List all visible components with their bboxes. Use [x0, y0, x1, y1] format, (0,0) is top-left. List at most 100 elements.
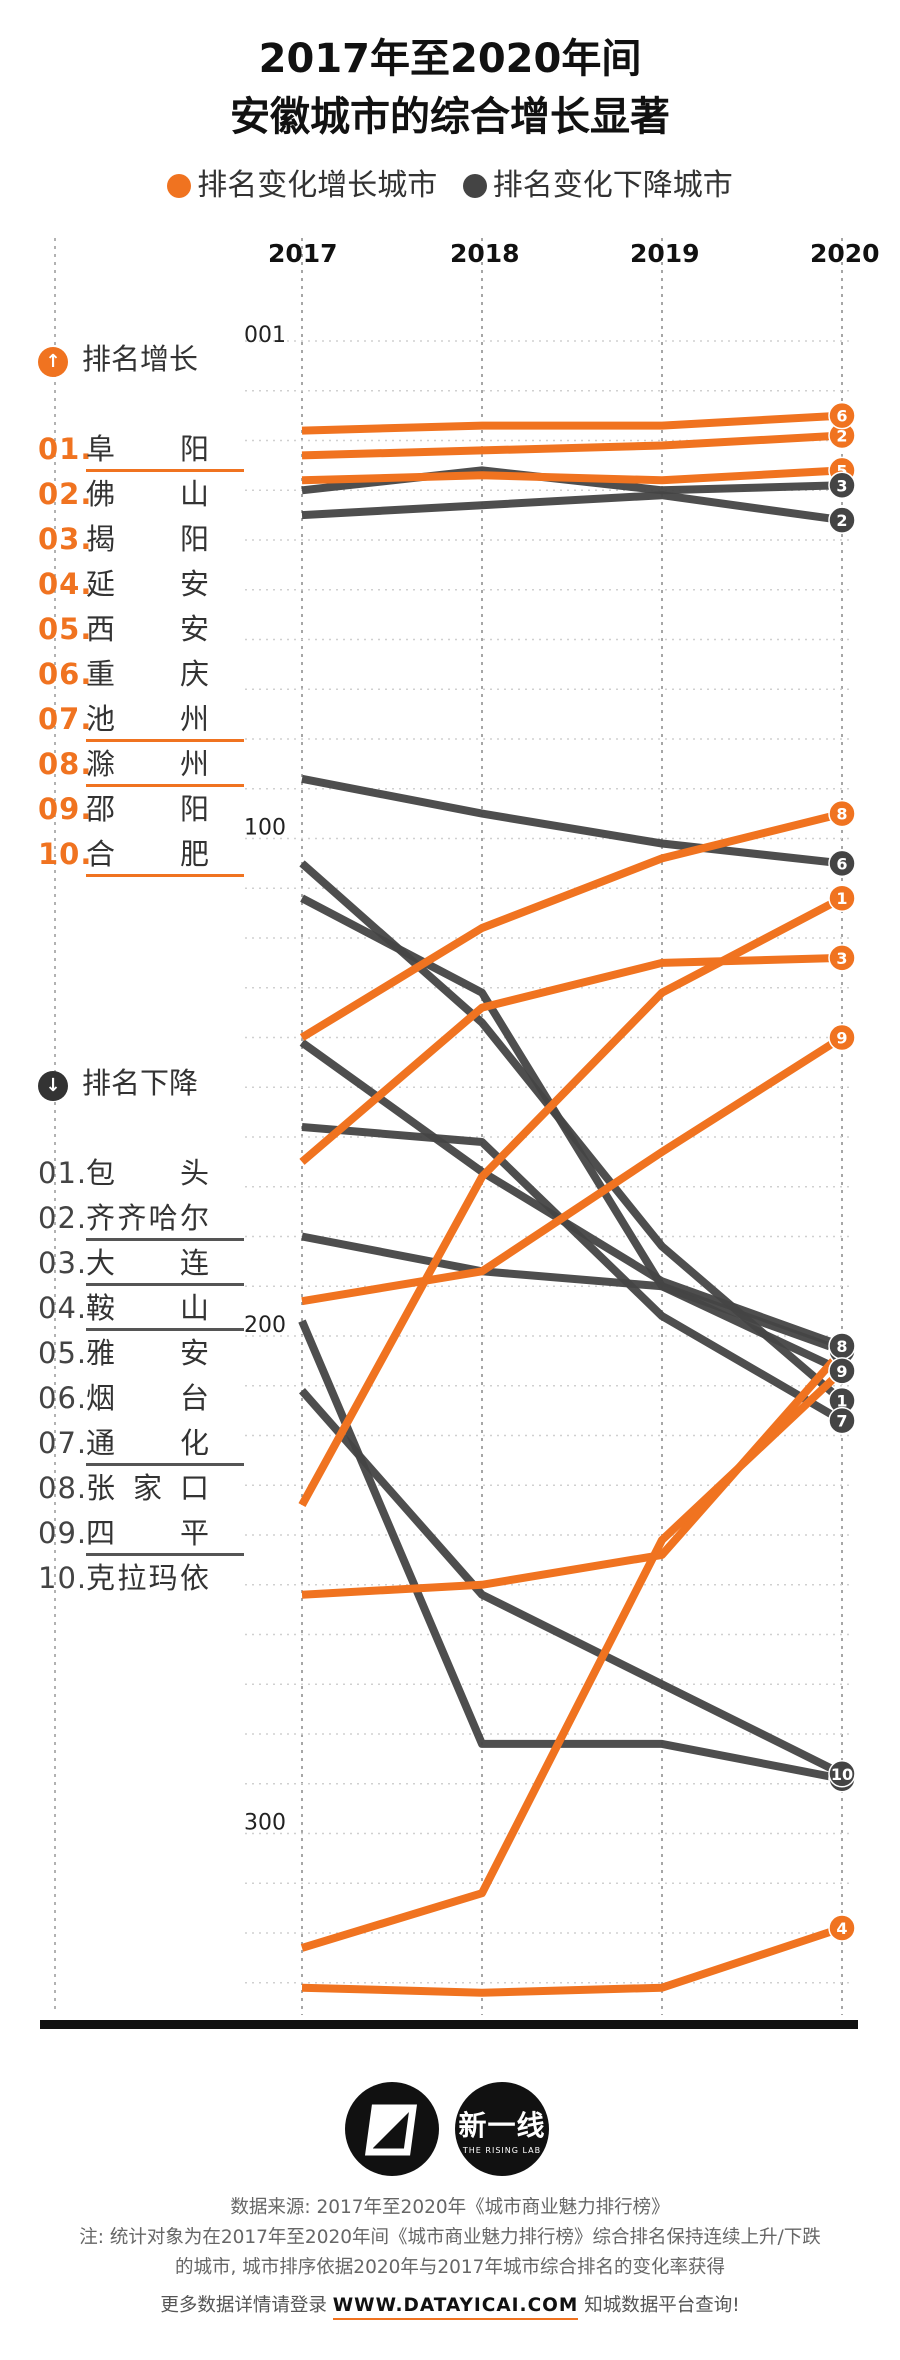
up-city-name: 佛山 — [86, 471, 210, 513]
series-marker-label: 6 — [836, 407, 847, 426]
down-rank-number: 07. — [38, 1426, 86, 1460]
down-list-item: 03.大连 — [38, 1240, 210, 1282]
down-city-name: 大连 — [86, 1240, 210, 1282]
series-line-up — [302, 1038, 842, 1302]
up-list-item: 07.池州 — [38, 696, 210, 738]
down-arrow-icon: ↓ — [38, 1071, 68, 1101]
down-list-item: 10.克拉玛依 — [38, 1555, 210, 1597]
x-tick-label: 2020 — [810, 239, 880, 268]
up-list-item: 10.合肥 — [38, 831, 210, 873]
x-tick-label: 2017 — [268, 239, 338, 268]
logo2-sub-text: THE RISING LAB — [455, 2146, 549, 2155]
up-rank-number: 03. — [38, 522, 86, 556]
logo1-mark — [345, 2082, 439, 2176]
series-line-up — [302, 814, 842, 1038]
down-city-name: 烟台 — [86, 1375, 210, 1417]
y-tick-label: 100 — [244, 816, 286, 841]
up-section-title: ↑ 排名增长 — [38, 336, 198, 378]
down-city-name: 鞍山 — [86, 1285, 210, 1327]
up-rank-number: 01. — [38, 432, 86, 466]
up-series-lines — [302, 416, 842, 1993]
up-rank-number: 05. — [38, 612, 86, 646]
up-rank-number: 10. — [38, 837, 86, 871]
down-city-name: 包头 — [86, 1150, 210, 1192]
series-line-up — [302, 436, 842, 456]
series-line-down — [302, 495, 842, 520]
series-marker-label: 6 — [836, 854, 847, 873]
footer-source: 数据来源: 2017年至2020年《城市商业魅力排行榜》 — [0, 2193, 900, 2223]
series-marker-label: 10 — [831, 1765, 853, 1784]
down-city-name: 克拉玛依 — [86, 1555, 210, 1597]
up-list-item: 05.西安 — [38, 606, 210, 648]
up-city-name: 合肥 — [86, 831, 210, 873]
footer-more-suffix: 知城数据平台查询! — [584, 2295, 739, 2316]
series-line-down — [302, 898, 842, 1351]
up-city-name: 池州 — [86, 696, 210, 738]
series-marker-label: 3 — [836, 949, 847, 968]
up-city-name: 揭阳 — [86, 516, 210, 558]
footer-note-2: 的城市, 城市排序依据2020年与2017年城市综合排名的变化率获得 — [0, 2253, 900, 2283]
bottom-divider — [40, 2020, 858, 2029]
down-list-item: 07.通化 — [38, 1420, 210, 1462]
down-rank-number: 06. — [38, 1381, 86, 1415]
series-line-up — [302, 1351, 842, 1595]
series-line-up — [302, 1371, 842, 1948]
series-line-down — [302, 1127, 842, 1421]
down-rank-number: 03. — [38, 1246, 86, 1280]
up-city-name: 邵阳 — [86, 786, 210, 828]
series-line-up — [302, 416, 842, 431]
down-rank-number: 04. — [38, 1291, 86, 1325]
down-list-item: 02.齐齐哈尔 — [38, 1195, 210, 1237]
up-list-item: 09.邵阳 — [38, 786, 210, 828]
up-city-name: 重庆 — [86, 651, 210, 693]
series-marker-label: 4 — [836, 1919, 847, 1938]
down-list-item: 08.张家口 — [38, 1465, 210, 1507]
series-line-up — [302, 1928, 842, 1993]
down-section-label: 排名下降 — [82, 1066, 198, 1100]
up-section-label: 排名增长 — [82, 342, 198, 376]
down-city-name: 齐齐哈尔 — [86, 1195, 210, 1237]
up-rank-number: 08. — [38, 747, 86, 781]
up-city-underline — [86, 874, 244, 877]
datayicai-logo-icon — [345, 2082, 439, 2176]
up-list-item: 03.揭阳 — [38, 516, 210, 558]
series-marker-label: 8 — [836, 1337, 847, 1356]
up-city-name: 延安 — [86, 561, 210, 603]
up-city-name: 阜阳 — [86, 426, 210, 468]
up-rank-number: 09. — [38, 792, 86, 826]
up-list-item: 01.阜阳 — [38, 426, 210, 468]
down-rank-number: 10. — [38, 1561, 86, 1595]
up-list-item: 02.佛山 — [38, 471, 210, 513]
up-rank-number: 07. — [38, 702, 86, 736]
series-marker-label: 3 — [836, 476, 847, 495]
up-list-item: 06.重庆 — [38, 651, 210, 693]
series-marker-label: 2 — [836, 511, 847, 530]
down-city-name: 通化 — [86, 1420, 210, 1462]
down-series-lines — [302, 470, 842, 1778]
series-marker-label: 8 — [836, 805, 847, 824]
down-rank-number: 01. — [38, 1156, 86, 1190]
down-list-item: 04.鞍山 — [38, 1285, 210, 1327]
series-marker-label: 7 — [836, 1412, 847, 1431]
rising-lab-logo-icon: 新一线 THE RISING LAB — [455, 2082, 549, 2176]
y-tick-label: 200 — [244, 1313, 286, 1338]
x-tick-label: 2019 — [630, 239, 700, 268]
footer-more: 更多数据详情请登录 WWW.DATAYICAI.COM 知城数据平台查询! — [0, 2291, 900, 2321]
up-list-item: 04.延安 — [38, 561, 210, 603]
series-marker-label: 1 — [836, 889, 847, 908]
up-arrow-icon: ↑ — [38, 347, 68, 377]
down-rank-number: 09. — [38, 1516, 86, 1550]
down-list-item: 09.四平 — [38, 1510, 210, 1552]
footer-more-prefix: 更多数据详情请登录 — [160, 2295, 327, 2316]
up-list-item: 08.滁州 — [38, 741, 210, 783]
up-rank-number: 06. — [38, 657, 86, 691]
footer-note-1: 注: 统计对象为在2017年至2020年间《城市商业魅力排行榜》综合排名保持连续… — [0, 2223, 900, 2253]
down-city-name: 张家口 — [86, 1465, 210, 1507]
down-rank-number: 05. — [38, 1336, 86, 1370]
down-city-name: 四平 — [86, 1510, 210, 1552]
footer-url-link[interactable]: WWW.DATAYICAI.COM — [333, 2295, 579, 2320]
y-tick-label: 001 — [244, 323, 286, 348]
down-list-item: 06.烟台 — [38, 1375, 210, 1417]
y-tick-label: 300 — [244, 1811, 286, 1836]
up-rank-number: 02. — [38, 477, 86, 511]
